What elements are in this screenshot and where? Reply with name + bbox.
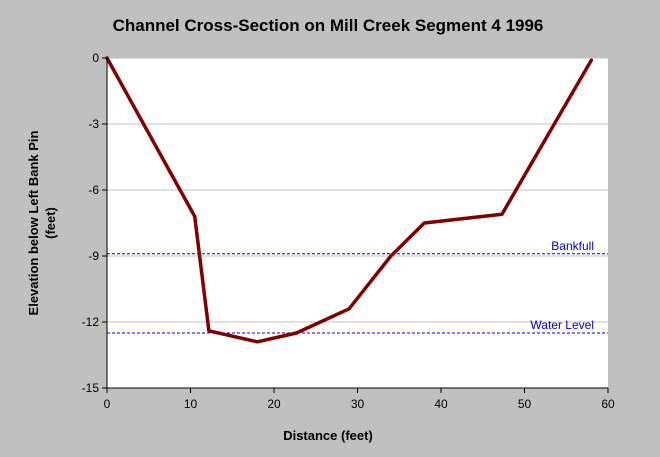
data-point: [255, 340, 259, 344]
data-point: [193, 214, 197, 218]
series-lines: [105, 56, 594, 344]
x-tick-label: 20: [267, 397, 281, 411]
y-axis-label-group: Elevation below Left Bank Pin (feet): [26, 130, 58, 315]
data-point: [389, 254, 393, 258]
tick-labels: 0 10 20 30 40 50 60 0 -3 -6 -9 -12 -15: [82, 51, 615, 411]
plot-area: [107, 58, 608, 388]
reference-line-label: Bankfull: [551, 239, 594, 253]
y-tick-label: -12: [82, 315, 100, 329]
data-point: [347, 307, 351, 311]
x-tick-label: 10: [184, 397, 198, 411]
reference-lines: Bankfull Water Level: [107, 239, 608, 334]
data-point: [422, 221, 426, 225]
y-tick-label: -3: [88, 117, 99, 131]
y-tick-label: -6: [88, 183, 99, 197]
data-point: [207, 329, 211, 333]
x-axis-label: Distance (feet): [283, 428, 373, 443]
series-line: [105, 56, 594, 344]
data-point: [500, 212, 504, 216]
x-tick-label: 50: [518, 397, 532, 411]
data-point: [295, 331, 299, 335]
grid-lines: [107, 57, 608, 323]
y-tick-label: -9: [88, 249, 99, 263]
x-tick-label: 60: [601, 397, 615, 411]
y-axis-label-unit: (feet): [43, 207, 58, 239]
chart-title: Channel Cross-Section on Mill Creek Segm…: [113, 16, 544, 35]
y-tick-label: 0: [92, 51, 99, 65]
y-tick-label: -15: [82, 381, 100, 395]
reference-line-label: Water Level: [530, 318, 594, 332]
x-tick-label: 40: [434, 397, 448, 411]
data-point: [589, 58, 593, 62]
x-tick-label: 0: [104, 397, 111, 411]
x-tick-label: 30: [351, 397, 365, 411]
y-axis-label: Elevation below Left Bank Pin: [26, 130, 41, 315]
